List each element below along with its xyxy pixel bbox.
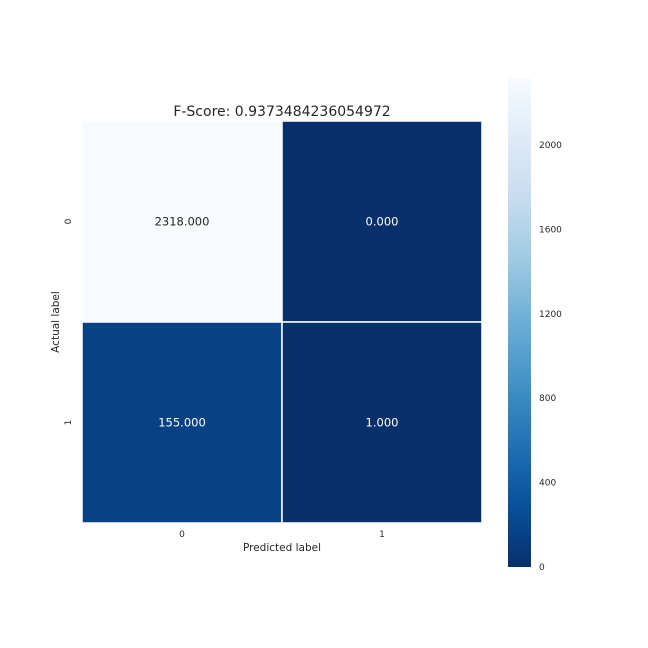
heatmap-cells: 2318.000 0.000 155.000 1.000 — [81, 120, 483, 524]
heatmap-cell-1-1 — [281, 321, 483, 524]
colorbar-tick-label-400: 400 — [539, 479, 556, 489]
colorbar-ticks: 0 400 800 1200 1600 2000 — [539, 141, 562, 573]
y-axis-label: Actual label — [50, 291, 62, 353]
colorbar — [508, 78, 531, 567]
heatmap-cell-0-0 — [81, 120, 283, 323]
cell-value-label-1-0: 155.000 — [158, 416, 206, 430]
colorbar-tick-label-800: 800 — [539, 394, 556, 404]
heatmap-cell-1-0 — [81, 321, 283, 524]
x-tick-label-1: 1 — [379, 530, 385, 540]
x-axis-label: Predicted label — [243, 542, 321, 554]
cell-value-label-1-1: 1.000 — [366, 416, 399, 430]
colorbar-tick-label-1200: 1200 — [539, 310, 562, 320]
y-axis-ticks: 01 — [64, 218, 74, 425]
colorbar-tick-label-0: 0 — [539, 563, 545, 573]
cell-value-label-0-1: 0.000 — [366, 215, 399, 229]
chart-title: F-Score: 0.9373484236054972 — [173, 104, 390, 120]
x-tick-label-0: 0 — [179, 530, 185, 540]
y-tick-label-0: 0 — [64, 218, 74, 224]
cell-value-label-0-0: 2318.000 — [155, 215, 210, 229]
colorbar-tick-label-1600: 1600 — [539, 225, 562, 235]
y-tick-label-1: 1 — [64, 420, 74, 426]
heatmap-cell-0-1 — [281, 120, 483, 323]
colorbar-tick-label-2000: 2000 — [539, 141, 562, 151]
